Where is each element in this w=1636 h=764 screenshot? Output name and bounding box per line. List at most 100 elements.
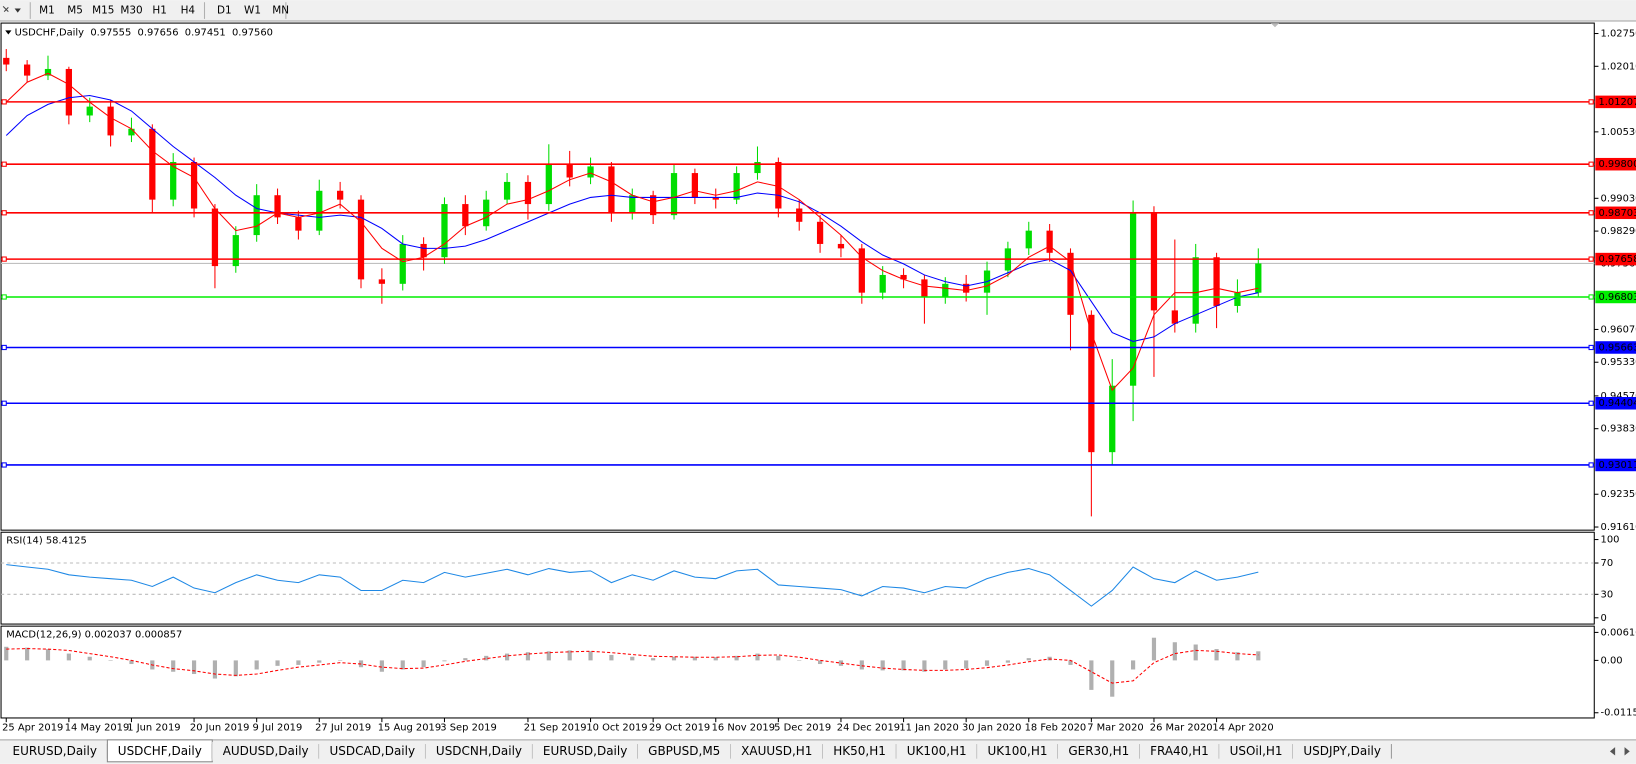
tab-label[interactable]: EURUSD,Daily	[13, 744, 97, 758]
tab-scroll-left[interactable]	[1609, 747, 1616, 756]
timeframe-button[interactable]: H1	[152, 5, 166, 17]
candle-body	[86, 106, 93, 116]
candle-body	[357, 199, 365, 280]
candle-body	[399, 243, 406, 284]
candle-body	[566, 164, 573, 178]
macd-tick-label: 0.006167	[1601, 627, 1636, 638]
candle-body	[1150, 212, 1158, 311]
macd-bar	[964, 660, 969, 669]
macd-bar	[296, 660, 301, 665]
tab[interactable]	[1057, 741, 1140, 761]
candle-body	[545, 164, 552, 205]
tab[interactable]	[319, 741, 426, 761]
tab[interactable]	[212, 741, 320, 761]
tab[interactable]	[896, 741, 978, 761]
tab[interactable]	[1139, 741, 1220, 761]
tab-label[interactable]: USDCHF,Daily	[118, 744, 202, 758]
candle-body	[337, 190, 344, 200]
level-label: 0.98703	[1598, 208, 1636, 219]
tab-label[interactable]: USOil,H1	[1230, 744, 1283, 758]
tab-scroll-right[interactable]	[1624, 747, 1630, 756]
candle-body	[1213, 257, 1220, 306]
candle-body	[441, 204, 448, 258]
tab[interactable]	[637, 741, 731, 761]
candle-body	[1067, 252, 1074, 315]
macd-signal	[6, 648, 1259, 684]
macd-bar	[1256, 651, 1261, 661]
level-label-box	[1595, 396, 1636, 410]
tab[interactable]	[977, 741, 1058, 761]
tab[interactable]	[822, 741, 897, 761]
crosshair-icon[interactable]	[2, 6, 9, 12]
level-label: 1.01207	[1598, 97, 1636, 108]
candle-body	[128, 128, 135, 136]
macd-bar	[1005, 660, 1010, 663]
macd-bar	[254, 660, 259, 670]
tab[interactable]	[730, 741, 823, 761]
tab-label[interactable]: GER30,H1	[1068, 744, 1129, 758]
macd-bar	[1172, 642, 1177, 661]
tab-label[interactable]: USDCNH,Daily	[436, 744, 522, 758]
x-tick-label: 21 Sep 2019	[524, 722, 587, 733]
tab-label[interactable]: USDJPY,Daily	[1303, 744, 1381, 758]
tab[interactable]	[1219, 741, 1293, 761]
tab-label[interactable]: AUDUSD,Daily	[223, 744, 309, 758]
tab[interactable]	[2, 741, 108, 761]
x-tick-label: 29 Oct 2019	[649, 722, 710, 733]
x-tick-label: 15 Aug 2019	[378, 722, 441, 733]
level-handle	[1, 294, 7, 300]
tab-label[interactable]: UK100,H1	[907, 744, 967, 758]
tab-label[interactable]: GBPUSD,M5	[648, 744, 720, 758]
tab-label[interactable]: FRA40,H1	[1150, 744, 1209, 758]
candle-body	[1234, 292, 1241, 306]
macd-bar	[692, 656, 697, 661]
candle-body	[1088, 314, 1095, 453]
macd-bar	[1131, 660, 1136, 670]
rsi-tick-label: 0	[1601, 613, 1607, 624]
level-handle	[1, 400, 7, 406]
tab-label[interactable]: EURUSD,Daily	[543, 744, 627, 758]
macd-bar	[984, 660, 990, 666]
main-panel	[0, 22, 1595, 531]
candle-body	[921, 279, 928, 298]
macd-bar	[797, 660, 802, 661]
level-label: 0.96803	[1598, 292, 1636, 303]
x-tick-label: 10 Oct 2019	[586, 722, 647, 733]
tab-label[interactable]: XAUUSD,H1	[741, 744, 812, 758]
tab-label[interactable]: HK50,H1	[833, 744, 886, 758]
candle-body	[1129, 212, 1137, 386]
tab[interactable]	[425, 741, 533, 761]
timeframe-button[interactable]: M30	[120, 5, 142, 17]
timeframe-button[interactable]: MN	[272, 5, 289, 17]
tab[interactable]	[532, 741, 638, 761]
candle-body	[1109, 385, 1116, 453]
rsi-panel	[0, 531, 1595, 625]
candle-body	[253, 195, 260, 236]
timeframe-button[interactable]: W1	[244, 5, 261, 17]
candle-body	[712, 197, 719, 200]
macd-bar	[1026, 658, 1031, 661]
level-label: 0.99800	[1598, 159, 1636, 170]
y-tick-label: 0.91610	[1601, 522, 1636, 533]
tab[interactable]	[1292, 741, 1392, 761]
y-tick-label: 1.02750	[1601, 29, 1636, 40]
candle-body	[503, 181, 511, 200]
candle-body	[420, 243, 427, 258]
level-handle	[1, 462, 7, 468]
timeframe-button[interactable]: H4	[181, 5, 196, 17]
level-handle	[1588, 344, 1594, 351]
tab-label[interactable]: USDCAD,Daily	[330, 744, 416, 758]
timeframe-button[interactable]: M15	[92, 5, 114, 17]
x-tick-label: 27 Jul 2019	[315, 722, 371, 733]
macd-bar	[838, 660, 844, 666]
timeframe-button[interactable]: M1	[39, 5, 55, 17]
timeframe-button[interactable]: M5	[67, 5, 83, 17]
dropdown-icon[interactable]	[14, 8, 21, 13]
chart-header: USDCHF,Daily 0.97555 0.97656 0.97451 0.97560	[15, 27, 273, 38]
timeframe-button[interactable]: D1	[217, 5, 232, 17]
tab-label[interactable]: UK100,H1	[988, 744, 1048, 758]
